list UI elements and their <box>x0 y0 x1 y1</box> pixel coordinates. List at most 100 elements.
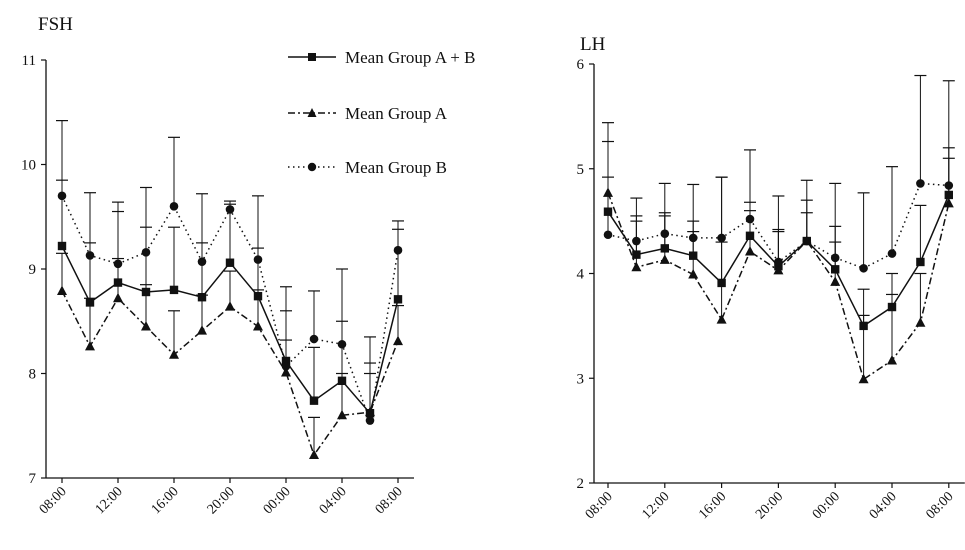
point-a <box>659 254 670 264</box>
x-tick-label: 16:00 <box>696 489 729 522</box>
legend-label-a: Mean Group A <box>345 104 448 123</box>
fsh-panel-title: FSH <box>38 14 73 35</box>
x-tick-label: 12:00 <box>93 484 126 517</box>
point-b <box>632 236 641 246</box>
point-a <box>393 335 403 346</box>
legend-marker-triangle <box>307 108 317 117</box>
point-b <box>365 416 375 425</box>
point-a-plus-b <box>253 291 263 301</box>
x-tick-label: 16:00 <box>149 484 182 517</box>
point-a-plus-b <box>141 287 151 297</box>
point-b <box>916 179 925 188</box>
point-a <box>337 409 347 420</box>
point-a <box>915 317 926 327</box>
point-a-plus-b <box>57 241 67 251</box>
x-tick-label: 08:00 <box>583 489 616 522</box>
point-a-plus-b <box>717 278 726 288</box>
point-b <box>337 339 347 349</box>
point-a <box>631 261 642 272</box>
x-tick-label: 04:00 <box>317 484 350 517</box>
point-b <box>717 233 726 243</box>
point-b <box>253 255 263 264</box>
point-a <box>603 187 613 197</box>
point-a-plus-b <box>197 293 207 302</box>
point-a-plus-b <box>632 250 641 259</box>
point-a-plus-b <box>603 207 613 216</box>
point-a-plus-b <box>831 265 840 274</box>
point-a <box>197 325 207 335</box>
point-b <box>745 214 755 224</box>
point-b <box>660 229 670 238</box>
point-a <box>745 246 755 256</box>
point-a-plus-b <box>660 244 669 253</box>
point-a <box>253 320 263 331</box>
y-tick-label: 11 <box>22 53 36 69</box>
y-tick-label: 10 <box>21 158 36 174</box>
x-tick-label: 12:00 <box>639 489 672 522</box>
legend-label-b: Mean Group B <box>345 158 447 177</box>
legend-item-a: Mean Group A <box>288 104 448 123</box>
legend: Mean Group A + B Mean Group A Mean Group… <box>288 48 475 177</box>
legend-marker-square <box>308 53 316 61</box>
point-a <box>365 406 375 417</box>
y-tick-label: 3 <box>577 371 585 387</box>
lh-panel-title: LH <box>580 34 606 55</box>
y-tick-label: 4 <box>577 267 585 283</box>
y-tick-label: 7 <box>29 471 37 487</box>
point-a-plus-b <box>859 321 868 331</box>
point-b <box>197 257 207 266</box>
point-a-plus-b <box>309 396 319 405</box>
point-a <box>113 292 123 303</box>
point-a-plus-b <box>393 295 403 304</box>
point-a <box>716 314 727 324</box>
point-a <box>225 301 235 311</box>
point-b <box>887 249 897 258</box>
y-tick-label: 6 <box>577 57 585 73</box>
point-a-plus-b <box>745 231 755 240</box>
point-a <box>858 373 869 384</box>
point-a-plus-b <box>944 190 953 200</box>
x-tick-label: 20:00 <box>205 484 238 517</box>
lh-plot: 2 3 4 5 6 08:00 12:00 16:00 20:00 00:00 04:00 08:00 <box>577 57 965 522</box>
point-a-plus-b <box>281 356 291 366</box>
point-a <box>830 276 841 286</box>
point-a <box>309 449 319 460</box>
point-b <box>802 236 812 246</box>
point-b <box>141 247 151 257</box>
point-b <box>281 361 291 371</box>
point-b <box>859 263 868 273</box>
point-b <box>603 230 613 240</box>
x-tick-label: 00:00 <box>261 484 294 517</box>
point-b <box>774 257 783 267</box>
point-b <box>169 202 179 211</box>
x-tick-label: 04:00 <box>867 489 900 522</box>
y-tick-label: 8 <box>29 367 37 383</box>
x-tick-label: 00:00 <box>810 489 843 522</box>
point-a <box>141 320 151 331</box>
point-a-plus-b <box>85 298 95 307</box>
legend-label-a-plus-b: Mean Group A + B <box>345 48 475 67</box>
point-b <box>688 233 698 243</box>
point-a <box>85 340 95 351</box>
point-b <box>113 259 123 269</box>
point-a <box>943 197 954 208</box>
x-tick-label: 08:00 <box>37 484 70 517</box>
point-a-plus-b <box>225 258 235 267</box>
point-a <box>169 349 179 359</box>
x-tick-label: 20:00 <box>753 489 786 522</box>
point-a <box>773 264 784 275</box>
point-b <box>944 181 954 190</box>
legend-marker-circle <box>307 162 317 172</box>
y-tick-label: 2 <box>577 476 585 492</box>
point-b <box>225 205 235 214</box>
point-a-plus-b <box>113 278 123 287</box>
point-a-plus-b <box>337 376 347 386</box>
point-a-plus-b <box>689 251 698 260</box>
point-a <box>688 269 699 279</box>
point-a <box>887 354 897 365</box>
y-tick-label: 5 <box>577 162 585 178</box>
legend-item-b: Mean Group B <box>288 158 447 177</box>
point-a-plus-b <box>169 285 179 295</box>
point-a <box>281 366 291 377</box>
